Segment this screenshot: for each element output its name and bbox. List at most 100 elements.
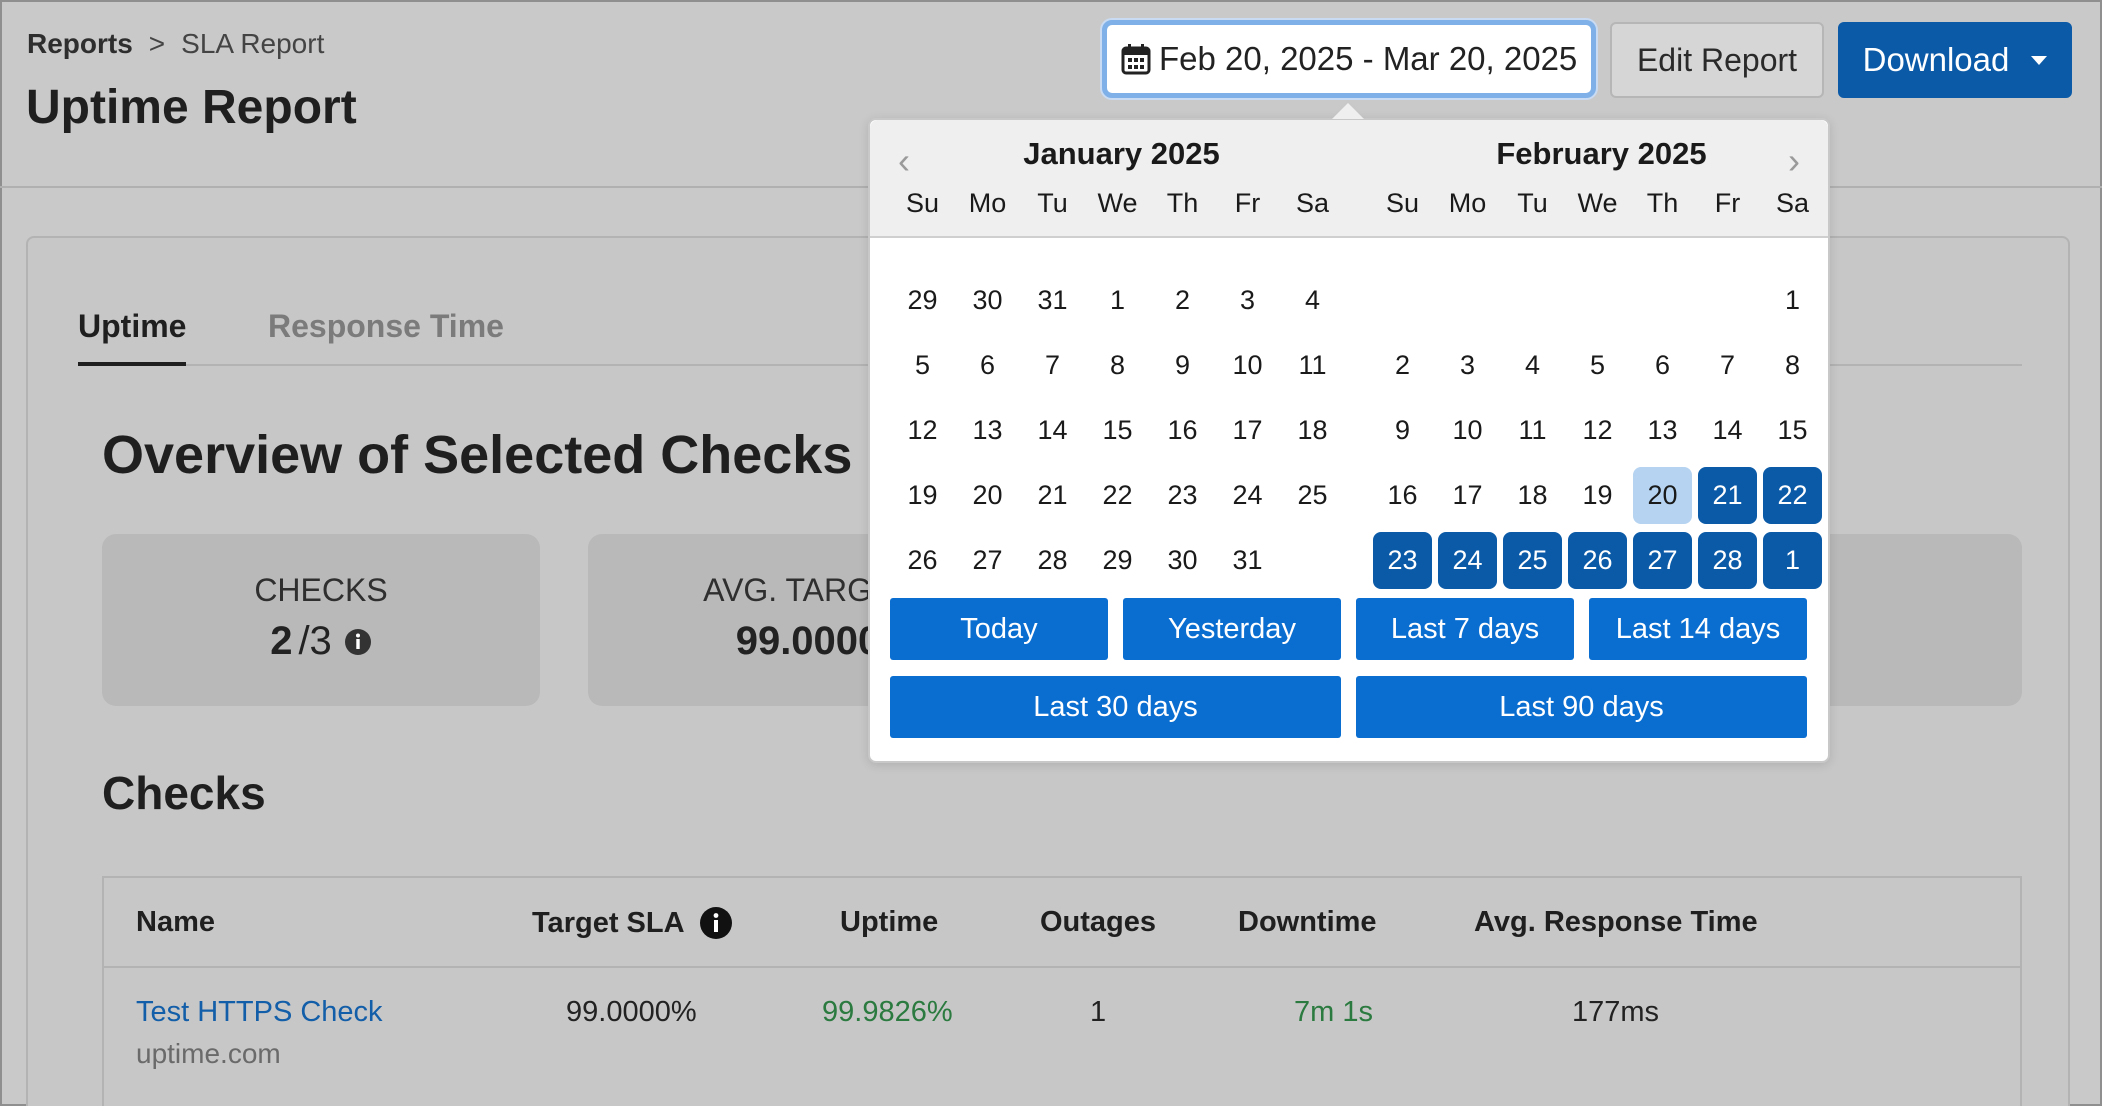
day-cell[interactable]: 2 <box>1174 285 1191 315</box>
checks-selected-count: 2 <box>270 619 293 663</box>
info-icon[interactable] <box>699 906 733 940</box>
col-outages[interactable]: Outages <box>1040 906 1157 938</box>
day-cell[interactable]: 4 <box>1304 285 1321 315</box>
col-avg-response-time[interactable]: Avg. Response Time <box>1474 906 1758 938</box>
day-cell[interactable]: 2 <box>1394 350 1411 380</box>
day-cell[interactable]: 6 <box>1654 350 1671 380</box>
date-range-input[interactable]: Feb 20, 2025 - Mar 20, 2025 <box>1102 20 1596 98</box>
day-cell[interactable]: 28 <box>1698 532 1757 589</box>
breadcrumb-reports-link[interactable]: Reports <box>27 28 133 59</box>
preset-yesterday-button[interactable]: Yesterday <box>1123 598 1341 660</box>
day-cell[interactable]: 9 <box>1174 350 1191 380</box>
day-cell[interactable]: 19 <box>1582 480 1613 510</box>
day-cell[interactable]: 1 <box>1784 285 1801 315</box>
day-cell[interactable]: 1 <box>1109 285 1126 315</box>
day-empty <box>1435 268 1500 333</box>
day-cell[interactable]: 16 <box>1167 415 1198 445</box>
day-cell[interactable]: 3 <box>1459 350 1476 380</box>
day-cell[interactable]: 12 <box>1582 415 1613 445</box>
day-cell[interactable]: 26 <box>907 545 938 575</box>
preset-last-7-days-button[interactable]: Last 7 days <box>1356 598 1574 660</box>
day-cell[interactable]: 24 <box>1232 480 1263 510</box>
day-cell[interactable]: 11 <box>1298 350 1327 380</box>
day-cell[interactable]: 13 <box>1647 415 1678 445</box>
right-month-grid: 1 2 3 4 5 6 7 8 9 10 11 12 13 14 15 16 17 18 19 20 21 22 23 24 2… <box>1370 268 1825 593</box>
info-icon[interactable] <box>344 628 372 656</box>
day-cell[interactable]: 4 <box>1524 350 1541 380</box>
weekday-label: Sa <box>1775 188 1810 218</box>
day-cell[interactable]: 6 <box>979 350 996 380</box>
day-cell[interactable]: 27 <box>1633 532 1692 589</box>
tab-uptime[interactable]: Uptime <box>78 308 187 366</box>
day-cell[interactable]: 5 <box>1589 350 1606 380</box>
checks-total-count: /3 <box>298 619 332 663</box>
day-cell[interactable]: 30 <box>1167 545 1198 575</box>
day-cell[interactable]: 30 <box>972 285 1003 315</box>
date-range-picker: ‹ › January 2025 February 2025 Su Mo Tu We T… <box>868 103 1830 763</box>
day-cell[interactable]: 9 <box>1394 415 1411 445</box>
day-cell[interactable]: 7 <box>1719 350 1736 380</box>
col-name[interactable]: Name <box>136 906 215 938</box>
day-cell[interactable]: 8 <box>1109 350 1126 380</box>
weekday-label: Tu <box>1517 188 1548 218</box>
day-cell[interactable]: 29 <box>1102 545 1133 575</box>
weekday-label: Sa <box>1295 188 1330 218</box>
day-cell[interactable]: 8 <box>1784 350 1801 380</box>
check-name-link[interactable]: Test HTTPS Check <box>136 996 383 1028</box>
day-cell[interactable]: 21 <box>1037 480 1068 510</box>
day-cell[interactable]: 3 <box>1239 285 1256 315</box>
day-cell[interactable]: 20 <box>972 480 1003 510</box>
day-cell[interactable]: 10 <box>1452 415 1483 445</box>
day-cell[interactable]: 14 <box>1037 415 1068 445</box>
preset-last-90-days-button[interactable]: Last 90 days <box>1356 676 1807 738</box>
left-weekday-row: Su Mo Tu We Th Fr Sa <box>890 188 1345 219</box>
day-cell[interactable]: 26 <box>1568 532 1627 589</box>
day-cell[interactable]: 29 <box>907 285 938 315</box>
tab-response-time[interactable]: Response Time <box>268 308 504 344</box>
day-cell[interactable]: 18 <box>1297 415 1328 445</box>
day-cell[interactable]: 15 <box>1102 415 1133 445</box>
day-cell[interactable]: 25 <box>1503 532 1562 589</box>
day-cell[interactable]: 14 <box>1712 415 1743 445</box>
day-cell[interactable]: 21 <box>1698 467 1757 524</box>
day-cell[interactable]: 15 <box>1777 415 1808 445</box>
day-cell[interactable]: 25 <box>1297 480 1328 510</box>
edit-report-button[interactable]: Edit Report <box>1610 22 1824 98</box>
prev-month-icon[interactable]: ‹ <box>898 140 910 181</box>
stat-checks: CHECKS 2 /3 <box>102 534 540 706</box>
day-cell[interactable]: 7 <box>1044 350 1061 380</box>
next-month-icon[interactable]: › <box>1788 140 1800 181</box>
col-uptime[interactable]: Uptime <box>840 906 939 938</box>
day-cell[interactable]: 22 <box>1102 480 1133 510</box>
day-cell[interactable]: 28 <box>1037 545 1068 575</box>
day-cell[interactable]: 31 <box>1232 545 1263 575</box>
day-cell[interactable]: 31 <box>1037 285 1068 315</box>
preset-last-14-days-button[interactable]: Last 14 days <box>1589 598 1807 660</box>
day-cell[interactable]: 18 <box>1517 480 1548 510</box>
day-cell[interactable]: 22 <box>1763 467 1822 524</box>
day-cell[interactable]: 10 <box>1232 350 1263 380</box>
preset-today-button[interactable]: Today <box>890 598 1108 660</box>
day-cell[interactable]: 17 <box>1232 415 1263 445</box>
day-cell[interactable]: 23 <box>1373 532 1432 589</box>
day-cell[interactable]: 16 <box>1387 480 1418 510</box>
day-cell[interactable]: 13 <box>972 415 1003 445</box>
col-target-sla[interactable]: Target SLA <box>532 906 733 940</box>
preset-last-30-days-button[interactable]: Last 30 days <box>890 676 1341 738</box>
day-cell[interactable]: 27 <box>972 545 1003 575</box>
day-cell[interactable]: 1 <box>1763 532 1822 589</box>
day-cell[interactable]: 12 <box>907 415 938 445</box>
cell-avg-response: 177ms <box>1572 996 1660 1028</box>
check-host: uptime.com <box>136 1038 281 1069</box>
download-button[interactable]: Download <box>1838 22 2072 98</box>
page-title: Uptime Report <box>26 81 357 134</box>
day-cell[interactable]: 23 <box>1167 480 1198 510</box>
day-cell[interactable]: 20 <box>1633 467 1692 524</box>
day-cell[interactable]: 19 <box>907 480 938 510</box>
day-cell[interactable]: 24 <box>1438 532 1497 589</box>
col-downtime[interactable]: Downtime <box>1238 906 1377 938</box>
day-cell[interactable]: 5 <box>914 350 931 380</box>
day-cell[interactable]: 17 <box>1452 480 1483 510</box>
day-cell[interactable]: 11 <box>1518 415 1547 445</box>
picker-header: ‹ › January 2025 February 2025 Su Mo Tu We T… <box>870 120 1828 238</box>
